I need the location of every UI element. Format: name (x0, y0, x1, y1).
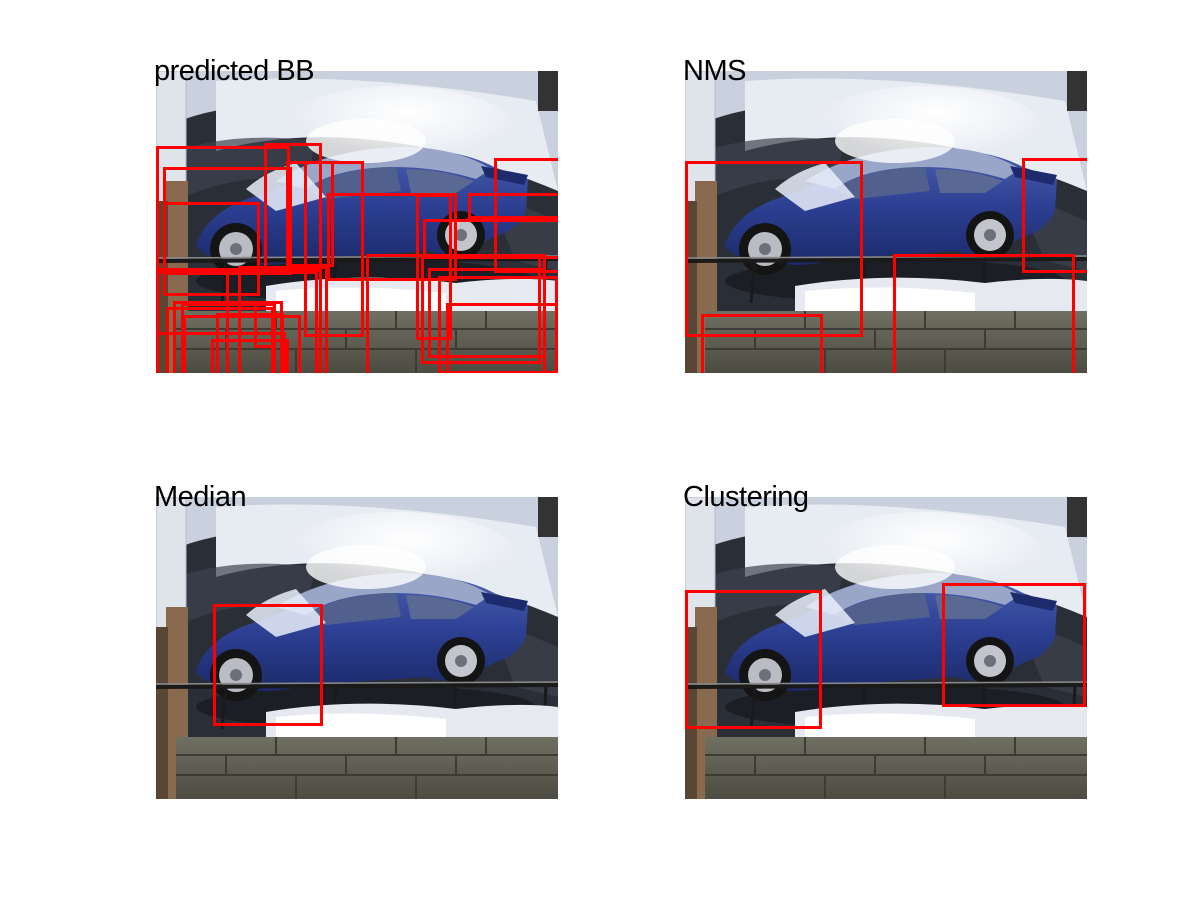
bounding-box (304, 161, 364, 337)
bounding-box (942, 583, 1086, 707)
bounding-box (421, 254, 541, 364)
bounding-box (327, 193, 457, 281)
panel-clustering: Clustering (683, 483, 1087, 799)
panel-median: Median (154, 483, 558, 799)
bounding-box (416, 194, 452, 340)
bounding-box (213, 604, 323, 726)
bounding-box (438, 276, 558, 373)
bounding-box (216, 313, 284, 373)
bounding-box-layer (156, 497, 558, 799)
bounding-box (428, 268, 546, 358)
bounding-box (423, 219, 558, 259)
bounding-box (183, 315, 301, 373)
panel-title: predicted BB (154, 55, 315, 87)
bounding-box (446, 303, 558, 373)
panel-title: NMS (683, 55, 746, 87)
bounding-box (238, 266, 328, 373)
bounding-box (211, 339, 289, 373)
panel-title: Clustering (683, 481, 809, 513)
bounding-box-layer (685, 71, 1087, 373)
bounding-box (226, 269, 322, 373)
bounding-box (1022, 158, 1087, 273)
bounding-box (468, 193, 558, 219)
bounding-box (156, 332, 286, 373)
bounding-box (163, 202, 260, 296)
bounding-box (893, 254, 1075, 373)
bounding-box (685, 590, 822, 729)
bounding-box (701, 314, 823, 373)
bounding-box-layer (685, 497, 1087, 799)
bounding-box (494, 158, 558, 273)
bounding-box (685, 161, 863, 337)
panel-predicted-bb: predicted BB (154, 57, 558, 373)
panel-nms: NMS (683, 57, 1087, 373)
bounding-box-layer (156, 71, 558, 373)
bounding-box (254, 303, 276, 348)
panel-title: Median (154, 481, 247, 513)
bounding-box (156, 271, 318, 373)
